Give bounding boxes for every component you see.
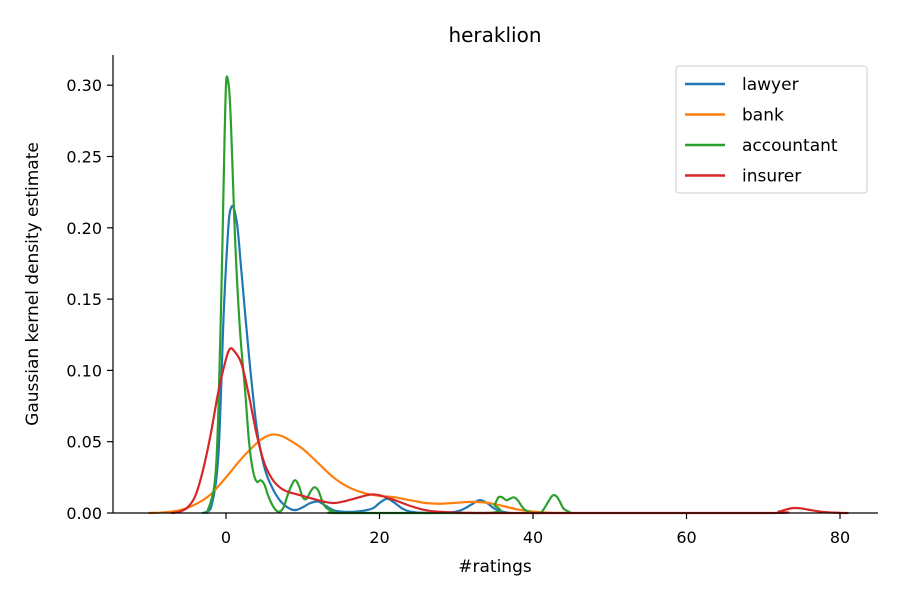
series-line-bank [148, 433, 565, 515]
legend-label-bank: bank [742, 106, 784, 126]
x-tick-label: 40 [523, 528, 543, 547]
x-tick-label: 60 [676, 528, 696, 547]
x-tick-label: 0 [221, 528, 231, 547]
y-tick-label: 0.25 [66, 148, 102, 167]
y-ticks: 0.00 0.05 0.10 0.15 0.20 0.25 0.30 [66, 76, 113, 523]
y-tick-label: 0.00 [66, 504, 102, 523]
series-line-accountant [205, 75, 573, 515]
y-axis-title: Gaussian kernel density estimate [23, 142, 43, 426]
series-layer [148, 75, 849, 515]
y-tick-label: 0.15 [66, 290, 102, 309]
legend-label-lawyer: lawyer [742, 75, 799, 95]
series-line-insurer [171, 347, 849, 515]
chart-title: heraklion [448, 23, 541, 47]
y-tick-label: 0.20 [66, 219, 102, 238]
y-tick-label: 0.05 [66, 433, 102, 452]
x-ticks: 0 20 40 60 80 [221, 513, 850, 547]
y-tick-label: 0.30 [66, 76, 102, 95]
x-tick-label: 20 [369, 528, 389, 547]
legend-label-insurer: insurer [742, 167, 801, 187]
y-tick-label: 0.10 [66, 361, 102, 380]
legend-frame [675, 65, 868, 194]
x-tick-label: 80 [830, 528, 850, 547]
x-axis-title: #ratings [458, 557, 532, 577]
legend: lawyer bank accountant insurer [675, 65, 868, 194]
legend-label-accountant: accountant [742, 136, 838, 156]
